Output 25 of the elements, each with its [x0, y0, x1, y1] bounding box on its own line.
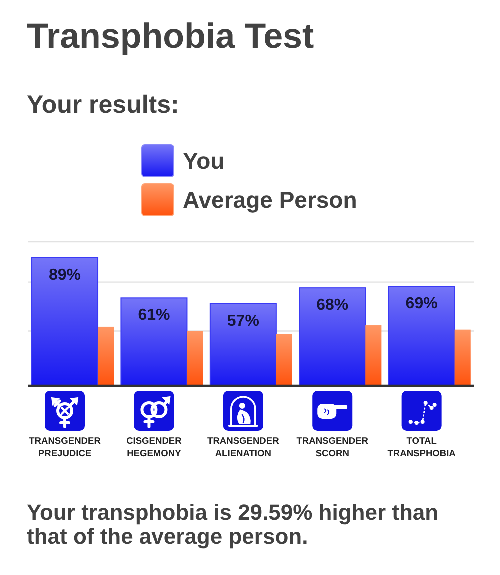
chart-subtitle: Your results:	[27, 91, 180, 119]
bar	[299, 288, 366, 386]
data-label: 89%	[49, 266, 82, 284]
data-label: 57%	[227, 312, 260, 330]
data-label: 68%	[316, 297, 349, 314]
x-tick-label: TRANSGENDER PREJUDICE	[29, 436, 102, 458]
chart-title: Transphobia Test	[27, 17, 315, 56]
x-tick-label: TOTAL TRANSPHOBIA	[388, 436, 456, 458]
text: Your transphobia is 29.59% higher than that of the average person.	[27, 500, 439, 549]
x-tick-label: TRANSGENDER SCORN	[296, 436, 369, 458]
x-tick-label: CISGENDER HEGEMONY	[126, 436, 182, 458]
x-tick-label: TRANSGENDER ALIENATION	[208, 436, 280, 458]
bar	[98, 326, 114, 386]
data-label: 69%	[406, 296, 438, 313]
data-label: 61%	[138, 307, 170, 324]
bar	[120, 298, 188, 386]
bar	[454, 330, 471, 386]
bar	[187, 331, 204, 386]
legend-label: Average Person	[183, 187, 358, 213]
legend-label: You	[183, 148, 225, 174]
bar	[32, 257, 99, 386]
bar	[388, 286, 456, 386]
bar	[366, 326, 382, 386]
bar	[210, 303, 277, 386]
bar	[276, 334, 292, 386]
